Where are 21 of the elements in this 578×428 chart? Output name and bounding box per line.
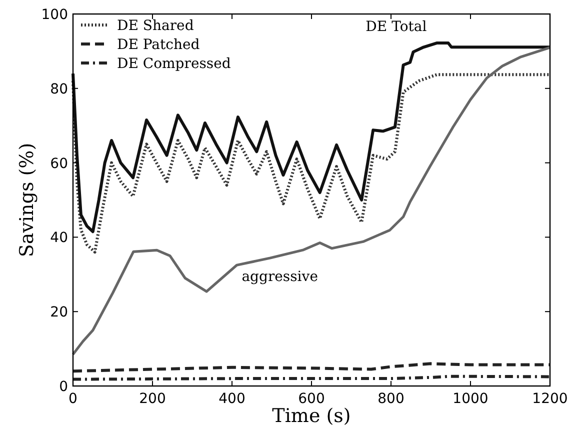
x-tick-label: 800 (378, 391, 404, 407)
y-tick-label: 60 (50, 156, 68, 172)
x-tick-label: 1000 (452, 391, 488, 407)
legend-label: DE Patched (117, 37, 200, 53)
series-label: DE Total (366, 19, 428, 36)
x-tick-label: 400 (218, 391, 246, 407)
x-tick-label: 1200 (532, 391, 568, 407)
y-tick-label: 20 (50, 304, 68, 321)
legend-label: DE Compressed (117, 56, 231, 72)
x-tick-label: 200 (139, 391, 166, 407)
x-axis-title: Time (s) (272, 405, 351, 427)
line-series (72, 362, 552, 373)
legend-label: DE Shared (117, 18, 194, 34)
y-tick-label: 80 (50, 81, 68, 98)
series-label: aggressive (242, 268, 318, 285)
y-axis-title: Savings (%) (16, 142, 38, 258)
y-tick-label: 40 (50, 230, 68, 246)
x-tick-label: 600 (298, 391, 325, 407)
y-tick-label: 100 (41, 7, 68, 23)
line-series (72, 73, 552, 254)
y-tick-label: 0 (59, 379, 68, 395)
